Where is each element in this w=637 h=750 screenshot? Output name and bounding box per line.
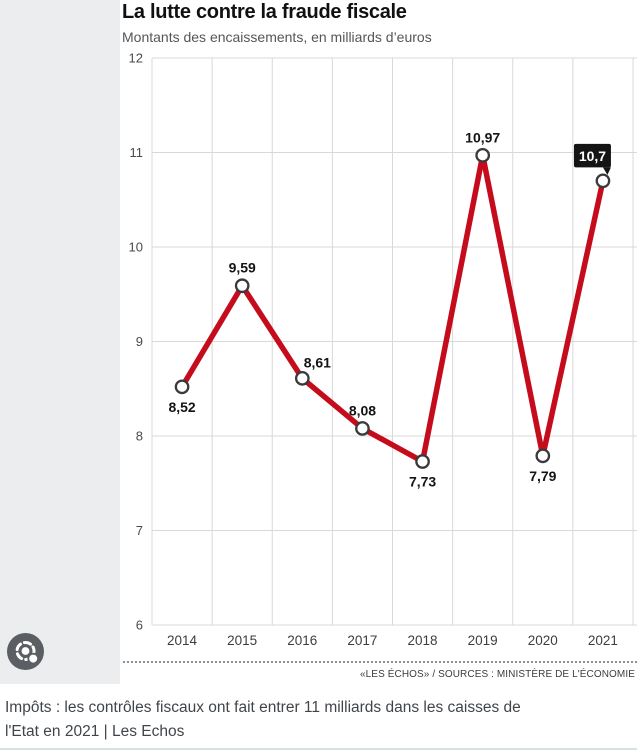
line-series (179, 152, 606, 465)
y-tick-label: 8 (136, 429, 143, 444)
data-point-marker (234, 278, 250, 294)
bottom-divider (0, 748, 637, 750)
x-tick-label: 2018 (408, 633, 438, 648)
chart-title: La lutte contre la fraude fiscale (122, 1, 407, 23)
highlight-badge-label: 10,7 (579, 148, 606, 164)
data-point-label: 8,08 (349, 402, 376, 418)
caption-line1: Impôts : les contrôles fiscaux ont fait … (5, 699, 521, 716)
x-tick-label: 2017 (347, 633, 377, 648)
line-chart: 6 7 8 9 10 11 12 2014 2015 2016 2017 2018 2019 2020 20… (129, 51, 637, 648)
google-lens-button[interactable] (7, 633, 44, 670)
y-tick-label: 12 (129, 51, 143, 66)
separator-dotted-line (123, 661, 637, 663)
y-tick-label: 10 (129, 240, 143, 255)
data-point-marker (355, 421, 370, 436)
highlight-badge-tail (602, 167, 611, 175)
data-point-label: 7,79 (529, 468, 556, 484)
y-tick-label: 9 (136, 334, 143, 349)
x-tick-label: 2019 (468, 633, 498, 648)
y-tick-label: 7 (136, 523, 143, 538)
highlight-badge (573, 143, 611, 168)
x-tick-label: 2020 (528, 633, 558, 648)
data-point-label: 8,61 (304, 354, 331, 370)
data-point-marker (174, 379, 190, 395)
data-point-marker (535, 448, 551, 464)
data-point-label: 8,52 (168, 399, 195, 415)
result-caption-link[interactable]: Impôts : les contrôles fiscaux ont fait … (5, 696, 631, 744)
y-tick-label: 6 (136, 618, 143, 633)
data-point-marker (415, 454, 430, 469)
data-point-marker (294, 371, 310, 386)
background-panel (0, 0, 120, 684)
x-tick-label: 2016 (287, 633, 317, 648)
data-point-label: 7,73 (409, 474, 436, 490)
source-credit: «LES ÉCHOS» / SOURCES : MINISTÈRE DE L'É… (359, 669, 635, 680)
x-tick-label: 2015 (227, 633, 257, 648)
chart-subtitle: Montants des encaissements, en milliards… (122, 29, 432, 45)
google-lens-icon (15, 641, 39, 665)
data-point-label: 9,59 (229, 260, 256, 276)
x-tick-label: 2021 (588, 633, 618, 648)
data-point-label: 10,97 (465, 129, 500, 145)
data-point-marker (595, 173, 611, 189)
caption-line2: l'Etat en 2021 | Les Echos (5, 723, 185, 740)
y-tick-label: 11 (130, 145, 144, 160)
x-tick-label: 2014 (167, 633, 198, 648)
data-point-marker (475, 147, 491, 163)
